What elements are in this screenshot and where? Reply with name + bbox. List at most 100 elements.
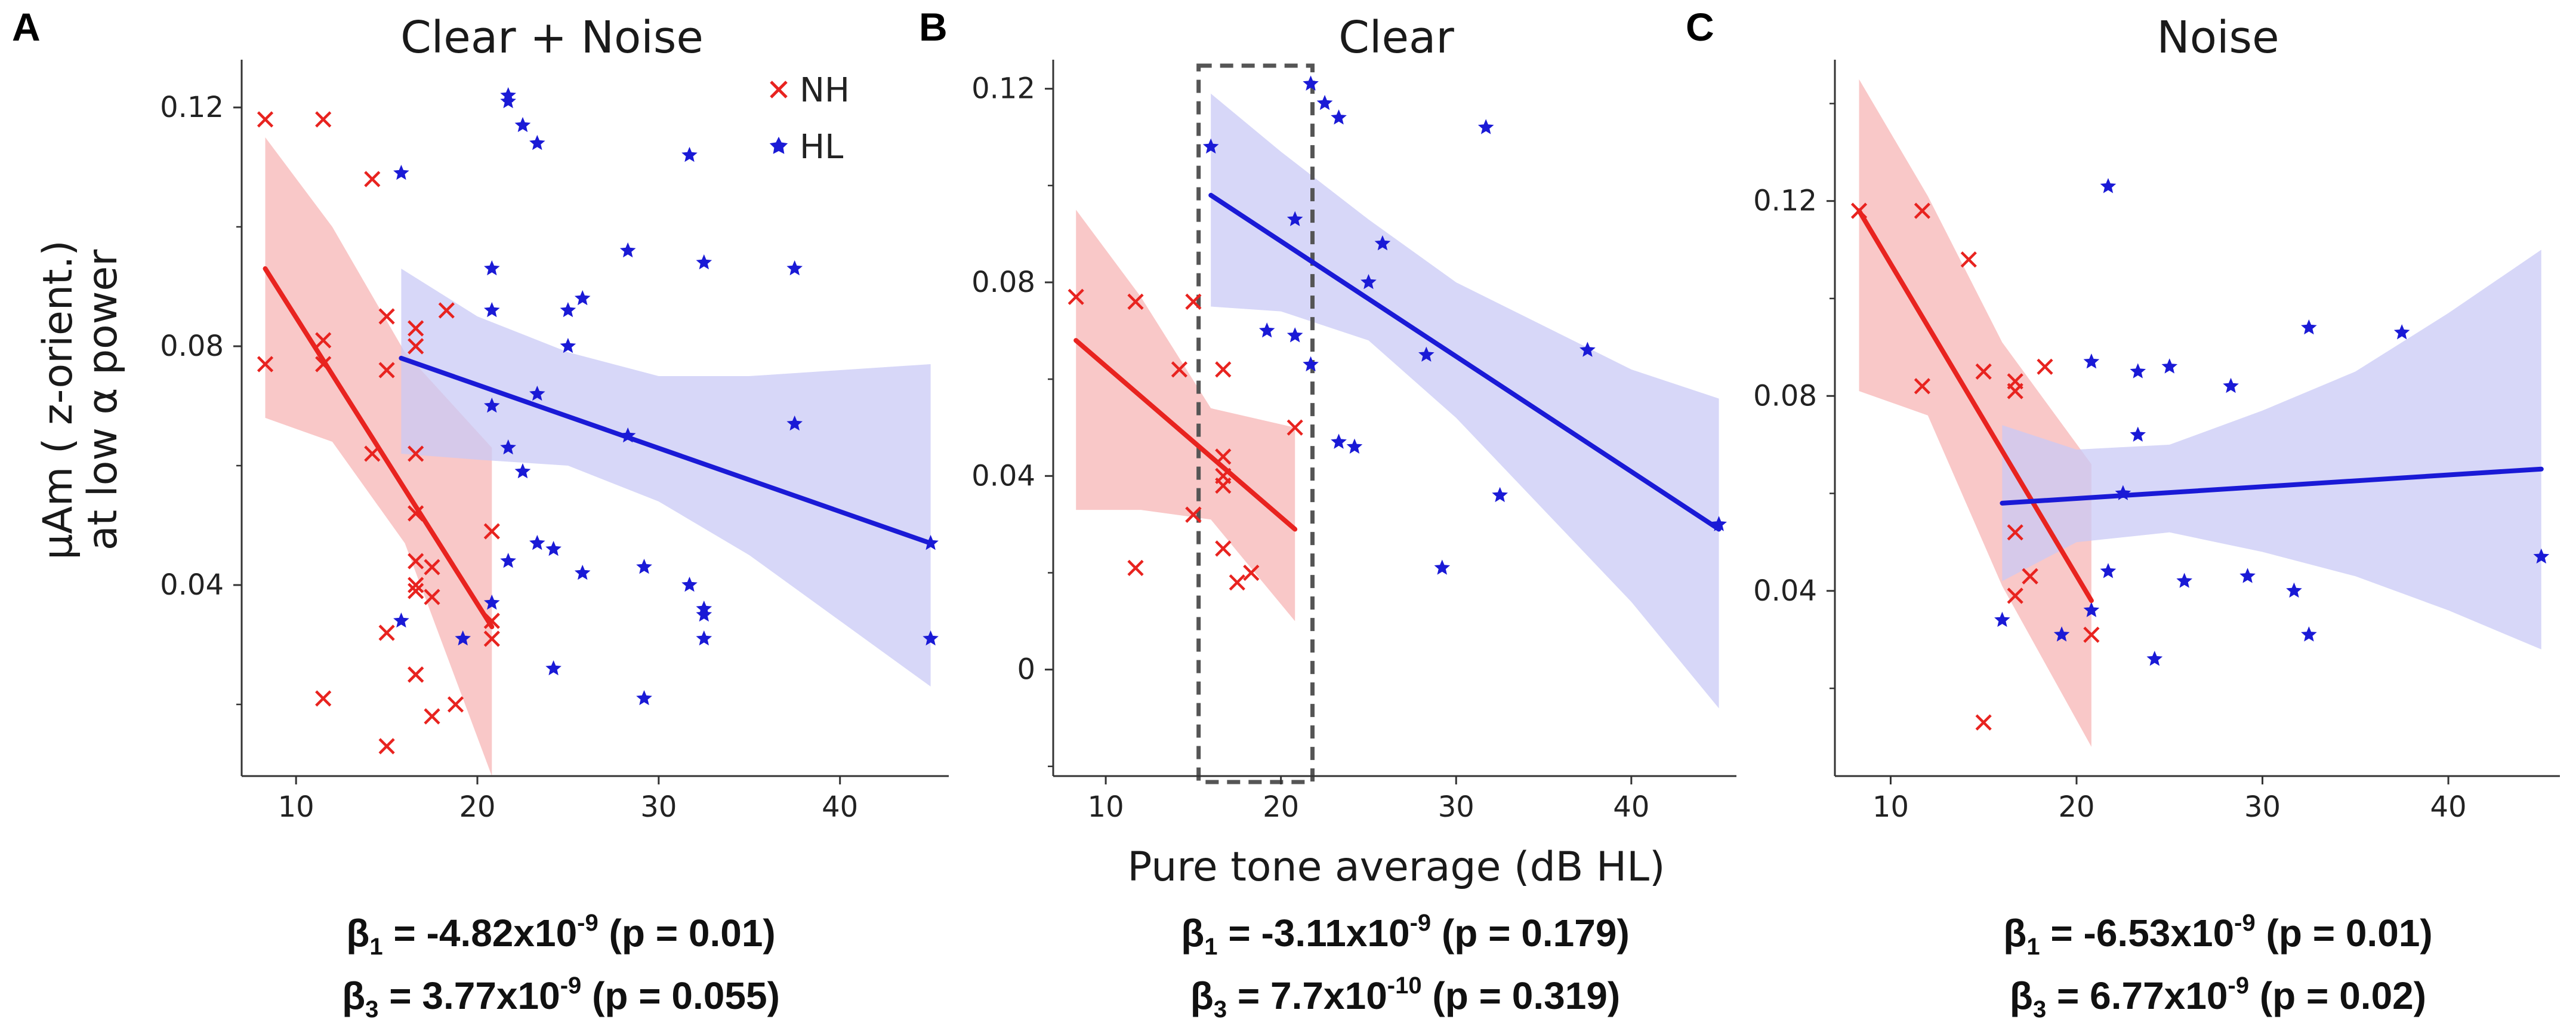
marker-stroke <box>1229 574 1245 591</box>
data-point-hl <box>1492 487 1508 503</box>
data-point-hl <box>1374 235 1391 251</box>
beta3-annotation-c: β3 = 6.77x10-9 (p = 0.02) <box>2010 972 2426 1023</box>
panel-letter-b: B <box>919 5 948 49</box>
panel-letter-a: A <box>12 5 41 49</box>
data-point-hl <box>1346 438 1363 454</box>
fit-line-nh <box>1073 338 1298 532</box>
data-point-hl <box>529 135 545 150</box>
data-point-nh <box>1243 564 1260 581</box>
y-tick-label: 0.08 <box>971 266 1035 299</box>
data-point-hl <box>560 302 576 318</box>
marker-stroke <box>483 612 500 629</box>
marker-stroke <box>1960 251 1977 268</box>
panel-a: A Clear + Noise 10 20 30 40 0.04 0.08 0.12 NH … <box>12 5 949 1023</box>
data-point-hl <box>500 439 516 455</box>
marker-stroke <box>424 589 440 605</box>
data-point-nh <box>408 553 424 570</box>
data-point-hl <box>1361 274 1377 290</box>
panel-title-b: Clear <box>1338 12 1454 63</box>
panel-b: B Clear 10 20 30 40 0 0.04 0.08 0.12 Pure tone … <box>919 5 1736 1023</box>
data-point-hl <box>696 630 712 646</box>
data-point-hl <box>2146 651 2163 666</box>
data-point-hl <box>455 630 471 646</box>
marker-stroke <box>2007 383 2023 399</box>
data-point-nh <box>257 111 274 128</box>
fit-line-hl <box>399 356 933 546</box>
y-tick-label: 0 <box>1017 653 1035 687</box>
data-point-nh <box>447 696 464 713</box>
data-point-nh <box>2037 358 2053 375</box>
marker-stroke <box>1185 506 1202 523</box>
marker-stroke <box>1243 564 1260 581</box>
data-point-hl <box>529 535 545 550</box>
data-point-hl <box>2301 626 2317 642</box>
data-point-nh <box>408 445 424 462</box>
data-point-nh <box>483 630 500 647</box>
data-point-nh <box>1960 251 1977 268</box>
data-point-nh <box>1914 378 1930 395</box>
panel-c: C Noise 10 20 30 40 0.04 0.08 0.12 β1 = -6.53x… <box>1686 5 2560 1023</box>
legend-hl-label: HL <box>800 128 843 167</box>
data-point-hl <box>574 565 591 580</box>
marker-stroke <box>1215 361 1232 378</box>
data-point-nh <box>364 171 381 187</box>
data-point-hl <box>786 415 803 431</box>
data-point-hl <box>393 165 409 180</box>
data-point-hl <box>514 117 531 133</box>
x-tick-label: 30 <box>2244 790 2281 824</box>
data-point-hl <box>1434 559 1451 575</box>
data-point-nh <box>2083 626 2100 643</box>
y-tick-label: 0.04 <box>971 459 1035 493</box>
x-tick-label: 40 <box>2430 790 2467 824</box>
data-point-hl <box>1994 611 2010 627</box>
panel-title-a: Clear + Noise <box>400 12 704 63</box>
marker-stroke <box>1185 293 1202 310</box>
x-tick-label: 20 <box>1263 790 1299 824</box>
data-point-nh <box>1185 506 1202 523</box>
data-point-hl <box>2301 319 2317 335</box>
marker-stroke <box>364 171 381 187</box>
fit-line-hl <box>2000 466 2544 506</box>
legend: NH HL <box>769 71 850 167</box>
data-point-hl <box>2100 563 2117 578</box>
data-point-hl <box>2083 353 2100 369</box>
y-axis-label-line1: μAm ( z-orient.) <box>35 240 82 559</box>
marker-stroke <box>408 320 424 337</box>
beta1-annotation-a: β1 = -4.82x10-9 (p = 0.01) <box>346 910 775 960</box>
data-point-hl <box>484 595 500 610</box>
data-point-nh <box>1185 293 1202 310</box>
marker-stroke <box>1127 293 1144 310</box>
panel-letter-c: C <box>1686 5 1714 49</box>
ci-band-nh <box>265 137 492 776</box>
marker-stroke <box>1287 419 1303 436</box>
x-tick-label: 30 <box>640 790 677 824</box>
data-point-nh <box>1975 363 1992 380</box>
data-point-hl <box>1303 75 1319 91</box>
data-point-hl <box>484 302 500 318</box>
marker-stroke <box>408 505 424 522</box>
marker-stroke <box>378 738 395 755</box>
data-point-hl <box>619 242 636 258</box>
marker-stroke <box>408 577 424 593</box>
marker-stroke <box>408 338 424 355</box>
marker-stroke <box>438 302 455 319</box>
marker-stroke <box>378 362 395 378</box>
data-point-hl <box>1418 346 1434 362</box>
data-point-hl <box>2053 626 2070 642</box>
marker-stroke <box>1914 202 1930 219</box>
ci-band-nh <box>1859 79 2091 747</box>
y-axis-label-line2: at low α power <box>79 250 127 550</box>
data-point-hl <box>393 612 409 628</box>
data-point-hl <box>574 290 591 306</box>
data-point-nh <box>408 666 424 683</box>
marker-stroke <box>424 708 440 725</box>
data-point-hl <box>2083 602 2100 617</box>
data-point-nh <box>2007 524 2023 541</box>
data-point-hl <box>1202 138 1219 154</box>
data-point-hl <box>681 147 698 162</box>
marker-stroke <box>257 111 274 128</box>
data-point-hl <box>484 260 500 276</box>
marker-stroke <box>1215 540 1232 557</box>
data-point-hl <box>696 254 712 270</box>
data-point-nh <box>1171 361 1187 378</box>
